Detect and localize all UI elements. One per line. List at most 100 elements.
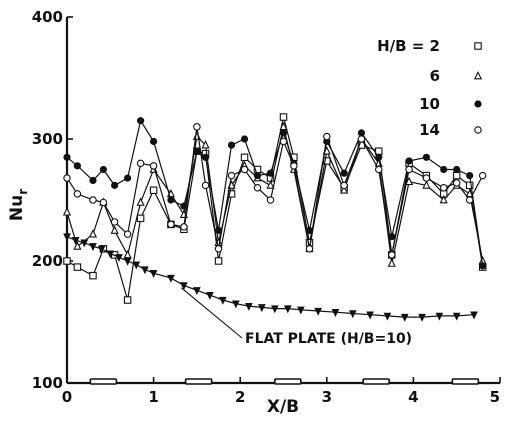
heater-strip	[451, 378, 480, 385]
data-point-open-circle	[279, 137, 288, 146]
x-axis-title: X/B	[267, 397, 299, 417]
x-tick-label: 0	[62, 388, 72, 406]
data-point-filled-circle	[111, 181, 119, 189]
series-4	[63, 233, 478, 322]
data-point-open-circle	[214, 245, 223, 253]
data-point-triangle	[62, 207, 72, 216]
data-point-triangle	[110, 225, 119, 234]
data-point-square	[136, 214, 145, 223]
data-point-filled-circle	[466, 172, 474, 180]
annotation-label: FLAT PLATE (H/B=10)	[245, 331, 412, 347]
data-point-open-circle	[340, 181, 348, 190]
data-point-open-circle	[89, 196, 97, 204]
data-point-filled-triangle-down	[80, 239, 89, 248]
data-point-triangle	[201, 140, 210, 149]
data-point-open-circle	[478, 171, 487, 180]
data-point-filled-triangle-down	[180, 282, 188, 291]
data-point-filled-triangle-down	[232, 300, 240, 309]
data-point-filled-circle	[99, 165, 107, 174]
x-tick-label: 4	[408, 388, 418, 406]
data-point-filled-circle	[201, 153, 210, 161]
data-point-filled-triangle-down	[115, 254, 123, 263]
data-point-triangle	[422, 180, 431, 189]
data-point-square	[214, 257, 223, 265]
data-point-filled-circle	[474, 100, 482, 108]
data-point-triangle	[123, 249, 132, 259]
data-point-filled-circle	[340, 169, 348, 177]
data-point-triangle	[473, 70, 483, 80]
data-point-filled-triangle-down	[219, 296, 227, 305]
data-point-open-circle	[63, 174, 71, 182]
data-point-filled-circle	[227, 141, 236, 149]
data-point-open-circle	[167, 220, 175, 229]
data-point-square	[474, 42, 482, 50]
data-point-filled-circle	[124, 174, 132, 182]
data-point-triangle	[88, 229, 98, 238]
data-point-filled-triangle-down	[283, 305, 292, 314]
series-0	[63, 113, 487, 304]
data-point-square	[240, 153, 249, 162]
data-point-square	[73, 263, 82, 271]
data-point-open-circle	[439, 184, 448, 192]
data-point-filled-circle	[279, 129, 288, 137]
x-tick-label: 5	[490, 388, 500, 406]
heater-strip	[184, 378, 213, 385]
data-point-filled-circle	[240, 135, 249, 143]
data-point-filled-triangle-down	[331, 309, 340, 317]
data-point-filled-circle	[357, 129, 366, 137]
data-point-filled-triangle-down	[452, 312, 461, 321]
data-point-filled-circle	[375, 153, 383, 161]
data-point-filled-triangle-down	[71, 237, 80, 245]
heater-strip	[89, 378, 118, 385]
data-point-open-circle	[73, 190, 82, 198]
data-point-filled-triangle-down	[348, 310, 357, 319]
data-point-square	[149, 186, 158, 194]
data-point-filled-triangle-down	[193, 287, 201, 295]
series-1	[62, 121, 487, 267]
y-axis-title-subscript: r	[16, 189, 30, 195]
data-point-filled-circle	[453, 165, 461, 174]
data-point-filled-triangle-down	[400, 313, 409, 322]
x-tick-label: 2	[235, 388, 245, 406]
data-point-open-circle	[474, 126, 482, 134]
data-point-open-circle	[405, 165, 413, 174]
data-point-filled-circle	[89, 176, 97, 185]
data-point-filled-triangle-down	[258, 304, 266, 313]
heater-strip	[362, 378, 390, 385]
data-point-filled-triangle-down	[418, 313, 426, 322]
data-point-triangle	[136, 197, 145, 206]
x-tick-label: 3	[322, 388, 332, 406]
data-point-square	[465, 181, 474, 190]
data-point-filled-triangle-down	[366, 311, 374, 320]
data-point-triangle	[404, 176, 414, 186]
series-line	[66, 116, 484, 301]
data-point-open-circle	[253, 184, 262, 192]
data-point-open-circle	[375, 165, 383, 174]
data-point-open-circle	[136, 159, 145, 168]
y-axis-title: Nur	[7, 189, 30, 221]
data-point-open-circle	[422, 174, 431, 182]
data-point-filled-triangle-down	[245, 302, 253, 311]
data-point-filled-triangle-down	[63, 233, 71, 242]
data-point-filled-triangle-down	[470, 311, 478, 320]
data-point-filled-triangle-down	[106, 250, 115, 259]
data-point-filled-triangle-down	[123, 257, 132, 266]
data-point-filled-triangle-down	[314, 307, 322, 316]
data-point-filled-triangle-down	[141, 266, 149, 275]
data-point-filled-circle	[479, 262, 487, 270]
data-point-triangle	[266, 180, 275, 189]
data-point-filled-circle	[266, 169, 275, 177]
data-point-filled-triangle-down	[132, 261, 141, 270]
data-point-open-circle	[149, 162, 158, 170]
data-point-open-circle	[240, 165, 249, 174]
data-point-open-circle	[266, 196, 275, 204]
data-point-open-circle	[227, 171, 236, 180]
data-point-filled-circle	[63, 153, 71, 161]
data-point-open-circle	[452, 179, 461, 187]
y-tick-label: 200	[32, 252, 63, 270]
legend-label: 6	[430, 67, 440, 85]
data-point-open-circle	[201, 181, 210, 190]
legend-label: 14	[419, 121, 440, 139]
y-tick-label: 300	[32, 130, 63, 148]
